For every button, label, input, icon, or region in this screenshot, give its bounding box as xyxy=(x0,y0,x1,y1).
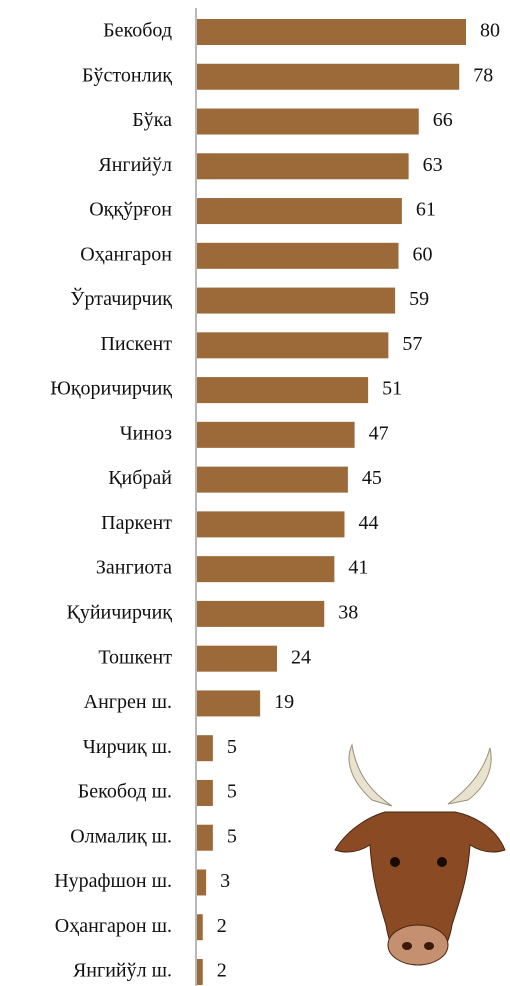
category-label: Оққўрғон xyxy=(89,199,172,221)
value-label: 5 xyxy=(227,781,237,803)
bar xyxy=(197,377,369,404)
value-label: 2 xyxy=(217,915,227,937)
category-label: Оҳангарон xyxy=(80,243,172,265)
category-label: Бекобод ш. xyxy=(78,781,172,803)
bar xyxy=(197,645,277,672)
category-label: Бўка xyxy=(132,109,172,131)
bar xyxy=(197,198,402,225)
bar xyxy=(197,869,207,896)
value-label: 80 xyxy=(480,20,500,42)
bull-illustration xyxy=(334,743,506,966)
value-label: 19 xyxy=(274,691,294,713)
bar xyxy=(197,824,213,851)
value-label: 60 xyxy=(413,243,433,265)
value-label: 2 xyxy=(217,960,227,982)
category-label: Нурафшон ш. xyxy=(54,870,172,892)
category-label: Оҳангарон ш. xyxy=(55,915,172,937)
category-label: Бўстонлиқ xyxy=(82,64,172,86)
value-label: 59 xyxy=(409,288,429,310)
category-label: Янгийўл xyxy=(98,154,172,176)
category-label: Ўртачирчиқ xyxy=(70,287,172,310)
bar xyxy=(197,19,466,45)
category-label: Бекобод xyxy=(103,20,172,42)
category-label: Ангрен ш. xyxy=(84,691,172,713)
category-label: Янгийўл ш. xyxy=(73,960,172,982)
bar xyxy=(197,421,355,448)
category-label: Тошкент xyxy=(98,646,172,668)
value-label: 51 xyxy=(382,378,402,400)
value-label: 3 xyxy=(220,870,230,892)
category-label: Юқоричирчиқ xyxy=(50,378,172,400)
bar xyxy=(197,600,325,627)
value-label: 45 xyxy=(362,467,382,489)
category-label: Чирчиқ ш. xyxy=(83,736,172,758)
bar xyxy=(197,287,396,314)
category-label: Чиноз xyxy=(120,422,172,444)
bar xyxy=(197,959,203,985)
category-label: Қибрай xyxy=(108,467,172,489)
value-label: 57 xyxy=(402,333,422,355)
bar xyxy=(197,242,399,269)
value-label: 66 xyxy=(433,109,453,131)
value-label: 78 xyxy=(473,64,493,86)
value-label: 44 xyxy=(359,512,379,534)
value-label: 47 xyxy=(369,422,389,444)
bar xyxy=(197,466,348,493)
category-label: Олмалиқ ш. xyxy=(70,825,172,847)
bar xyxy=(197,108,419,135)
value-label: 24 xyxy=(291,646,311,668)
value-label: 63 xyxy=(423,154,443,176)
bar xyxy=(197,332,389,359)
category-label: Қуйичирчиқ xyxy=(67,601,173,623)
bar xyxy=(197,914,203,941)
bar xyxy=(197,511,345,538)
value-label: 61 xyxy=(416,199,436,221)
bar xyxy=(197,735,213,762)
value-label: 41 xyxy=(348,557,368,579)
bar xyxy=(197,779,213,806)
category-label: Пискент xyxy=(100,333,172,355)
value-label: 5 xyxy=(227,736,237,758)
category-label: Паркент xyxy=(101,512,172,534)
category-label: Зангиота xyxy=(96,557,172,579)
bar xyxy=(197,63,460,90)
value-label: 38 xyxy=(338,601,358,623)
bar xyxy=(197,153,409,180)
bar xyxy=(197,556,335,583)
bar xyxy=(197,690,261,717)
value-label: 5 xyxy=(227,825,237,847)
